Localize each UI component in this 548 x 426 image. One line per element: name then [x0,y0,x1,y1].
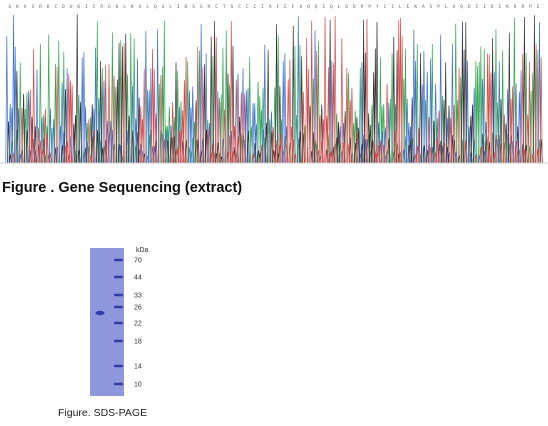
base-call-letter: L [146,4,149,10]
base-call-letter: D [353,4,356,10]
base-call-letter: R [522,4,525,10]
base-call-letter: Q [154,4,157,10]
base-call-letter: Q [330,4,333,10]
marker-band [114,321,123,325]
base-call-letter: I [85,4,88,10]
base-call-letter: G [162,4,165,10]
base-call-letter: D [345,4,348,10]
base-call-letter: R [100,4,103,10]
base-call-letter: R [208,4,211,10]
base-call-letter: D [468,4,471,10]
base-call-letter: L [445,4,448,10]
base-call-letter: K [16,4,19,10]
base-call-letter: L [169,4,172,10]
marker-band [114,364,123,368]
base-call-letter: S [31,4,34,10]
marker-ladder: 70 44 33 26 22 18 14 10 [114,257,142,388]
base-call-letter: E [407,4,410,10]
base-call-letter: F [276,4,279,10]
base-call-letter: S [430,4,433,10]
base-call-letter: K [77,4,80,10]
base-call-letter: Q [307,4,310,10]
marker-label: 18 [134,338,142,345]
base-call-letter: C [246,4,249,10]
marker-band [114,258,123,262]
base-call-letter: I [483,4,486,10]
base-call-letter: C [238,4,241,10]
base-call-letter: K [514,4,517,10]
base-call-letter: K [116,4,119,10]
base-call-letter: D [62,4,65,10]
base-call-letter: K [506,4,509,10]
base-call-letter: L [399,4,402,10]
marker-label: 22 [134,320,142,327]
base-call-letter: H [70,4,73,10]
base-call-letter: P [361,4,364,10]
base-call-letter: I [177,4,180,10]
marker-label: 70 [134,257,142,264]
base-call-letter: P [529,4,532,10]
marker-label: 26 [134,304,142,311]
base-call-letter: E [284,4,287,10]
base-call-letter: C [93,4,96,10]
sequencing-caption: Figure . Gene Sequencing (extract) [2,180,243,196]
base-call-letter: T [223,4,226,10]
base-call-letter: Q [460,4,463,10]
marker-label: 33 [134,292,142,299]
base-call-letter: A [422,4,425,10]
base-call-letter: V [24,4,27,10]
base-call-letter: S [192,4,195,10]
marker-band [114,382,123,386]
base-call-letter: D [185,4,188,10]
base-call-letter: V [299,4,302,10]
base-call-letter: C [54,4,57,10]
base-call-letter: S [231,4,234,10]
base-call-letter: L [338,4,341,10]
base-call-letter: K [131,4,134,10]
base-call-letter: R [39,4,42,10]
base-call-letter: A [269,4,272,10]
trace-line-t [6,16,543,164]
base-call-letter: V [453,4,456,10]
base-call-letter: Y [376,4,379,10]
base-call-letter: P [437,4,440,10]
base-call-letter: D [491,4,494,10]
base-call-letter: K [414,4,417,10]
base-call-letter: E [322,4,325,10]
base-call-letter: I [391,4,394,10]
marker-label: 14 [134,363,142,370]
base-call-letter: K [47,4,50,10]
base-call-letter: G [200,4,203,10]
marker-band [114,275,123,279]
marker-label: 10 [134,381,142,388]
protein-band [95,310,105,316]
base-call-letter: C [254,4,257,10]
base-call-letter: E [537,4,540,10]
sds-page-gel: kDa 70 44 33 26 22 18 14 10 [90,247,149,396]
base-call-letter: V [139,4,142,10]
base-call-letter: G [8,4,11,10]
base-call-letter: G [108,4,111,10]
base-call-letter: F [292,4,295,10]
gel-unit-label: kDa [136,247,149,254]
marker-label: 44 [134,274,142,281]
marker-band [114,305,123,309]
base-call-letter: P [368,4,371,10]
marker-band [114,293,123,297]
marker-band [114,339,123,343]
base-call-letter: I [476,4,479,10]
base-call-letter: C [384,4,387,10]
base-call-letter: C [215,4,218,10]
base-call-letter: Q [315,4,318,10]
trace-line-a [6,17,542,164]
sdspage-caption: Figure. SDS-PAGE [58,407,148,419]
base-call-letter: L [123,4,126,10]
base-call-letter: E [499,4,502,10]
base-call-letter: I [261,4,264,10]
